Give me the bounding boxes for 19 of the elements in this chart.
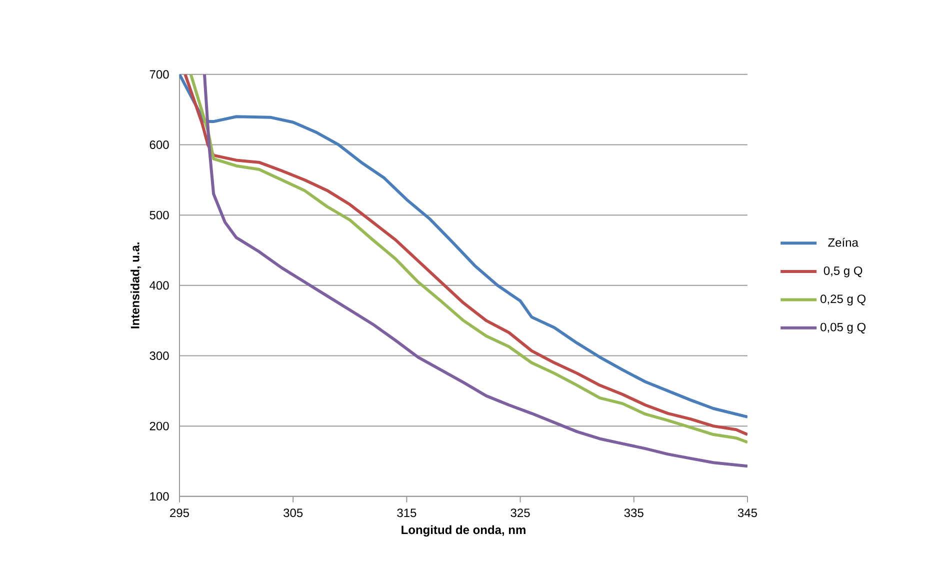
- y-tick-label: 600: [150, 140, 169, 149]
- y-tick-label: 100: [150, 492, 169, 501]
- x-tick-label: 345: [738, 508, 757, 518]
- x-axis-title: Longitud de onda, nm: [402, 525, 526, 537]
- x-tick-label: 335: [624, 508, 644, 518]
- x-tick-label: 325: [510, 508, 530, 518]
- y-tick-label: 700: [150, 70, 169, 79]
- y-tick-label: 400: [150, 281, 169, 290]
- legend-label: 0,5 g Q: [824, 266, 862, 278]
- x-tick-label: 315: [397, 508, 416, 518]
- legend-label: 0,05 g Q: [820, 322, 866, 334]
- y-tick-label: 300: [150, 351, 169, 360]
- y-tick-label: 200: [150, 422, 169, 430]
- x-tick-label: 305: [284, 508, 303, 518]
- legend-label: 0,25 g Q: [820, 294, 866, 306]
- y-axis-title: Intensidad, u.a.: [130, 242, 142, 328]
- y-tick-label: 500: [150, 210, 169, 220]
- x-tick-label: 295: [170, 508, 189, 518]
- legend-label: Zeína: [828, 238, 858, 247]
